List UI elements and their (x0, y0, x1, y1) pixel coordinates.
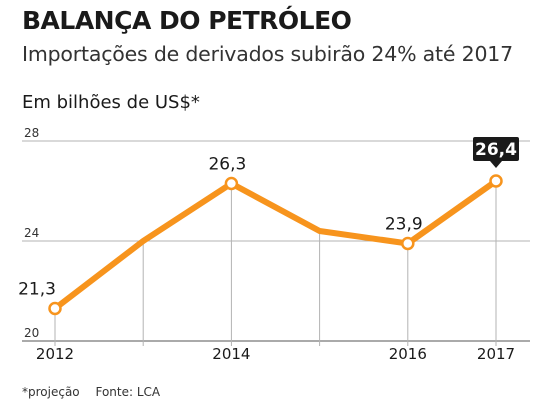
y-tick-label: 20 (24, 326, 39, 340)
data-label: 26,4 (475, 140, 517, 160)
data-label: 23,9 (385, 215, 423, 235)
x-tick-label: 2012 (36, 345, 74, 363)
y-tick-label: 24 (24, 226, 39, 240)
source: Fonte: LCA (95, 385, 161, 399)
data-point (48, 301, 62, 316)
x-tick-label: 2014 (212, 345, 250, 363)
x-tick-label: 2017 (477, 345, 515, 363)
data-point (401, 236, 415, 251)
highlight-label-box (473, 137, 519, 161)
highlight-label-pointer (490, 161, 502, 168)
data-point (224, 176, 239, 191)
unit-label: Em bilhões de US$* (22, 92, 200, 113)
chart-subtitle: Importações de derivados subirão 24% até… (22, 42, 513, 66)
chart-title: BALANÇA DO PETRÓLEO (22, 6, 352, 35)
data-label: 21,3 (18, 280, 56, 300)
data-label: 26,3 (208, 155, 246, 175)
data-point (489, 174, 503, 188)
footnote: *projeção (22, 385, 80, 399)
y-tick-label: 28 (24, 126, 39, 140)
x-tick-label: 2016 (389, 345, 427, 363)
series-line (52, 178, 499, 312)
footer: *projeção Fonte: LCA (22, 385, 160, 399)
